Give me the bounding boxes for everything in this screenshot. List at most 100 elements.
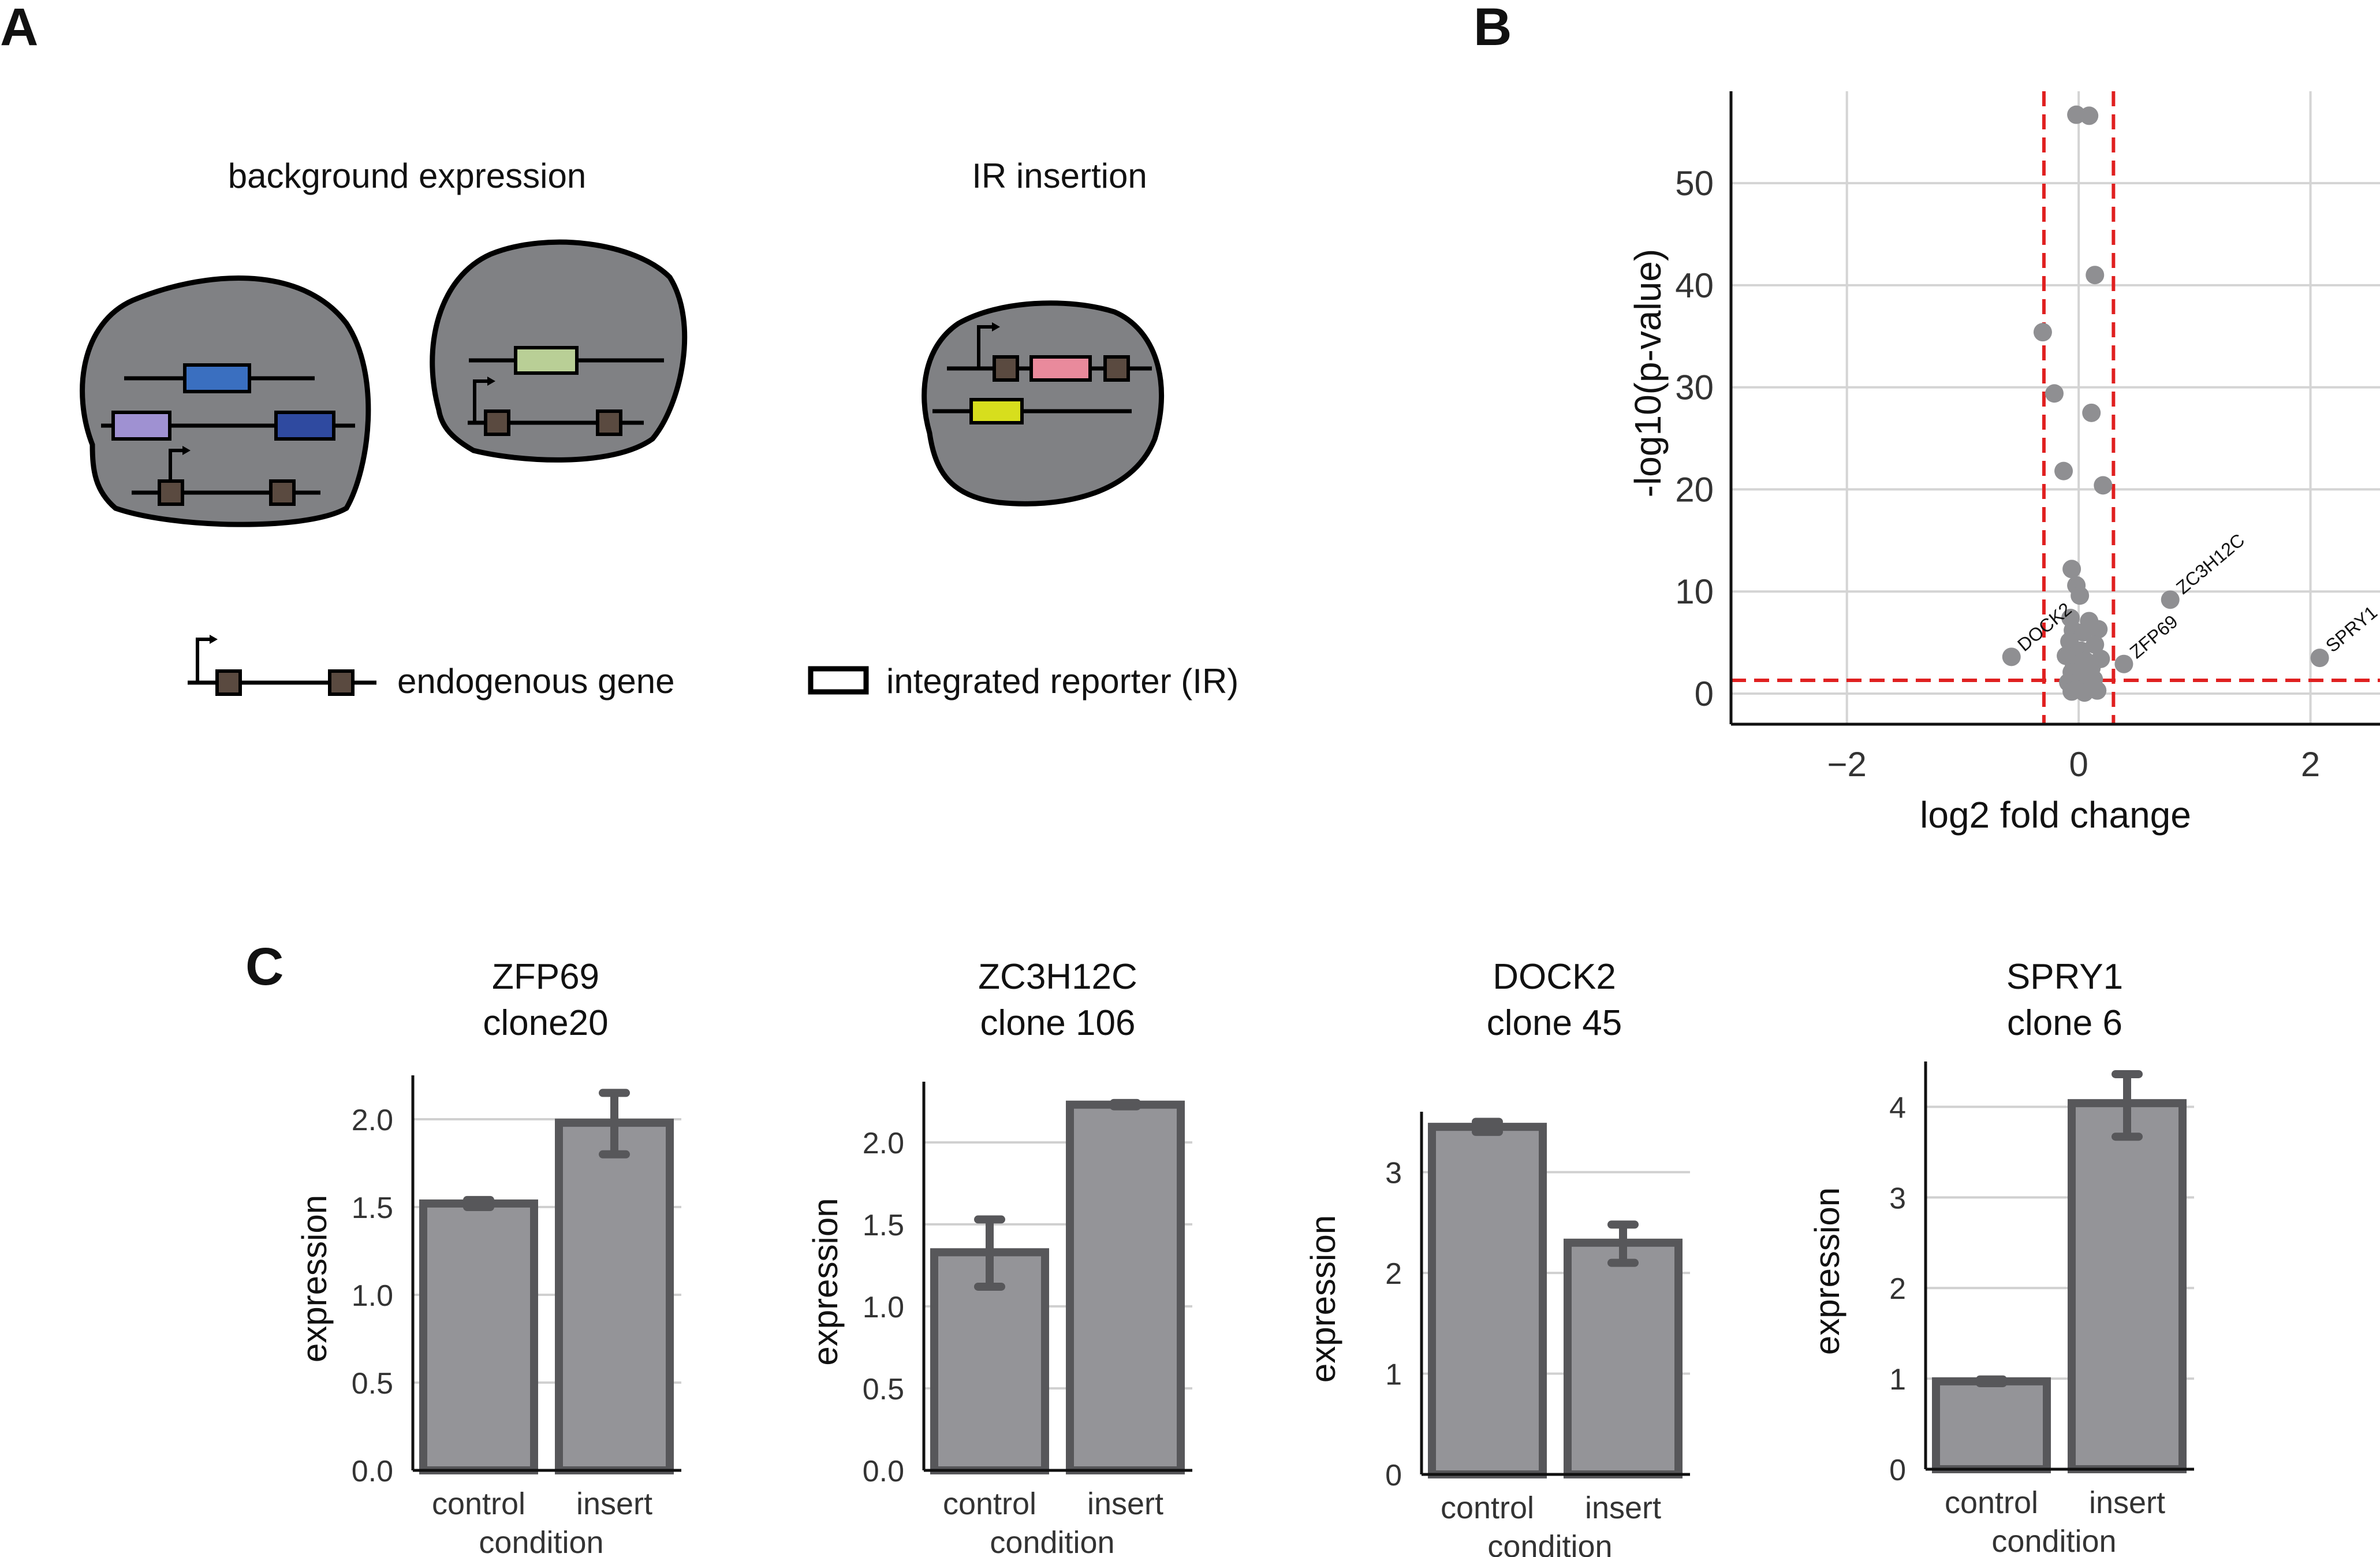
volcano-x-axis-label: log2 fold change bbox=[1920, 794, 2191, 836]
bar-y-axis-label: expression bbox=[295, 1195, 334, 1362]
bar-y-tick-label: 1.5 bbox=[352, 1191, 393, 1225]
bar-y-tick-label: 2 bbox=[1889, 1272, 1906, 1306]
bar-y-tick-label: 1.5 bbox=[863, 1209, 904, 1242]
volcano-points bbox=[2002, 105, 2329, 702]
bar-y-tick-label: 0.0 bbox=[352, 1455, 393, 1488]
volcano-point bbox=[2074, 623, 2093, 642]
bar-insert bbox=[1564, 1238, 1683, 1479]
bar-category-label: control bbox=[1945, 1485, 2038, 1520]
cell-3 bbox=[922, 300, 1164, 506]
bar-y-tick-label: 0.5 bbox=[863, 1373, 904, 1406]
promoter-arrowhead-icon bbox=[182, 446, 191, 455]
volcano-gene-label: ZFP69 bbox=[2126, 611, 2182, 662]
promoter-arrow-icon bbox=[473, 379, 488, 423]
bar-y-axis-label: expression bbox=[1808, 1187, 1846, 1355]
bar-category-label: control bbox=[943, 1487, 1036, 1521]
bar-x-axis-label: condition bbox=[479, 1525, 603, 1557]
bar-y-tick-label: 1.0 bbox=[352, 1279, 393, 1313]
volcano-y-tick-label: 50 bbox=[1675, 164, 1714, 203]
bar-y-tick-label: 4 bbox=[1889, 1091, 1906, 1124]
volcano-gene-label: ZC3H12C bbox=[2172, 530, 2248, 598]
bar-category-label: control bbox=[432, 1487, 525, 1521]
cell-body bbox=[922, 300, 1164, 506]
panel-letter-a: A bbox=[0, 0, 38, 57]
bar-y-tick-label: 3 bbox=[1385, 1157, 1402, 1190]
volcano-x-tick-label: −2 bbox=[1827, 745, 1867, 784]
bar-y-tick-label: 0.0 bbox=[863, 1455, 904, 1488]
bar-y-axis-label: expression bbox=[806, 1198, 845, 1365]
promoter-arrowhead-icon bbox=[992, 322, 1000, 331]
cell-1 bbox=[80, 275, 371, 527]
bar-chart-title-clone: clone 45 bbox=[1487, 1003, 1622, 1043]
volcano-axes bbox=[1729, 91, 2380, 726]
bar-control bbox=[1428, 1123, 1547, 1478]
volcano-y-tick-label: 10 bbox=[1675, 572, 1714, 611]
legend-promoter-arrowhead-icon bbox=[210, 635, 218, 644]
reporter-box bbox=[183, 363, 251, 393]
bar-charts: 0.0 0.5 1.0 1.5 2.0 control insert condition exp… bbox=[295, 957, 2194, 1557]
bar-chart-title-clone: clone 106 bbox=[980, 1003, 1136, 1043]
volcano-y-tick-label: 40 bbox=[1675, 266, 1714, 305]
reporter-box bbox=[1029, 355, 1092, 382]
schematic-title-background: background expression bbox=[228, 157, 586, 195]
volcano-point bbox=[2161, 590, 2180, 609]
reporter-box bbox=[969, 398, 1024, 424]
exon-box bbox=[484, 409, 510, 436]
legend-exon-box bbox=[215, 669, 242, 696]
bar-y-tick-label: 2.0 bbox=[863, 1127, 904, 1160]
bar-y-tick-label: 2.0 bbox=[352, 1104, 393, 1137]
volcano-point bbox=[2089, 620, 2108, 639]
bar-y-tick-label: 3 bbox=[1889, 1182, 1906, 1215]
bar-y-tick-label: 0 bbox=[1889, 1454, 1906, 1487]
panel-letter-c: C bbox=[245, 937, 283, 996]
bar-y-tick-label: 0 bbox=[1385, 1459, 1402, 1492]
schematic-title-insertion: IR insertion bbox=[972, 157, 1147, 195]
reporter-box bbox=[514, 346, 579, 375]
bar-category-label: control bbox=[1441, 1491, 1534, 1525]
cell-2 bbox=[430, 239, 688, 463]
bar-y-tick-label: 1 bbox=[1385, 1358, 1402, 1392]
volcano-gene-label: SPRY1 bbox=[2322, 602, 2380, 657]
bar-chart-title-gene: SPRY1 bbox=[2006, 957, 2123, 997]
bar-category-label: insert bbox=[1585, 1491, 1661, 1525]
bar-chart-title-clone: clone 6 bbox=[2007, 1003, 2122, 1043]
panel-letter-b: B bbox=[1473, 0, 1512, 57]
bar-category-label: insert bbox=[576, 1487, 652, 1521]
bar-x-axis-label: condition bbox=[990, 1525, 1114, 1557]
bar-control bbox=[1932, 1377, 2051, 1474]
volcano-point bbox=[2033, 323, 2052, 342]
legend-exon-box bbox=[328, 669, 355, 696]
bar-y-tick-label: 1.0 bbox=[863, 1291, 904, 1324]
reporter-box bbox=[274, 411, 335, 441]
volcano-point bbox=[2062, 560, 2081, 579]
volcano-y-tick-label: 0 bbox=[1695, 675, 1714, 713]
bar-x-axis-label: condition bbox=[1991, 1524, 2116, 1557]
bar-chart-title-gene: DOCK2 bbox=[1493, 957, 1616, 997]
volcano-y-tick-label: 20 bbox=[1675, 470, 1714, 509]
bar-chart-dock2: 0 1 2 3 control insert condition expression DOCK… bbox=[1304, 957, 1690, 1557]
promoter-arrow-icon bbox=[169, 449, 184, 493]
bar-y-tick-label: 2 bbox=[1385, 1257, 1402, 1291]
volcano-point bbox=[2082, 403, 2101, 422]
volcano-point bbox=[2086, 266, 2105, 285]
exon-box bbox=[596, 409, 622, 436]
volcano-thresholds bbox=[1731, 91, 2380, 724]
legend-reporter-box bbox=[808, 666, 869, 695]
exon-box bbox=[993, 355, 1019, 382]
bar-chart-title-gene: ZC3H12C bbox=[978, 957, 1137, 997]
bar-chart-spry1: 0 1 2 3 4 control insert condition expression SPR… bbox=[1808, 957, 2194, 1557]
volcano-x-tick-label: 0 bbox=[2069, 745, 2088, 784]
bar-insert bbox=[1066, 1100, 1185, 1474]
bar-insert bbox=[555, 1119, 674, 1474]
volcano-point bbox=[2094, 476, 2113, 495]
volcano-y-axis-label: -log10(p-value) bbox=[1627, 249, 1669, 497]
schematic-panel: background expression IR insertion bbox=[80, 157, 1239, 701]
volcano-x-tick-label: 2 bbox=[2301, 745, 2320, 784]
bar-chart-title-gene: ZFP69 bbox=[492, 957, 599, 997]
volcano-point bbox=[2080, 106, 2099, 125]
promoter-arrowhead-icon bbox=[487, 377, 495, 386]
cell-body bbox=[80, 275, 371, 527]
volcano-point bbox=[2075, 683, 2094, 702]
volcano-point bbox=[2054, 461, 2073, 480]
